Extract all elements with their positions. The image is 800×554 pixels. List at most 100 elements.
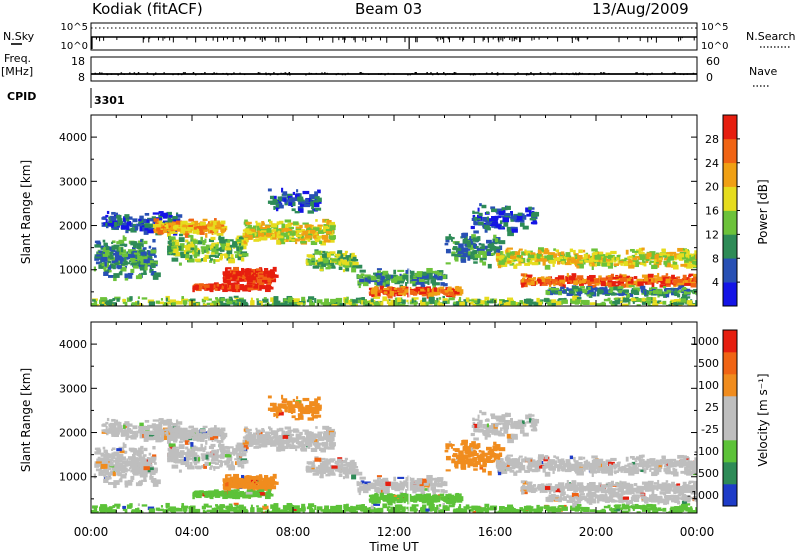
power-cell bbox=[166, 233, 171, 237]
power-cell bbox=[496, 249, 500, 253]
nave-point bbox=[133, 72, 136, 74]
power-cell bbox=[574, 293, 578, 297]
power-cell bbox=[162, 302, 166, 306]
power-cell bbox=[214, 255, 220, 258]
power-cell bbox=[387, 293, 393, 299]
power-cell bbox=[246, 282, 253, 287]
power-cell bbox=[621, 291, 626, 295]
power-cell bbox=[138, 240, 142, 244]
power-cell bbox=[233, 282, 240, 285]
power-cell bbox=[131, 260, 138, 265]
power-cell bbox=[580, 257, 587, 260]
power-cell bbox=[169, 222, 176, 226]
nave-point bbox=[495, 72, 497, 75]
velocity-cell bbox=[225, 445, 228, 449]
power-cell bbox=[671, 292, 675, 296]
power-cell bbox=[670, 287, 674, 291]
power-cell bbox=[528, 277, 533, 281]
power-cell bbox=[589, 259, 596, 262]
power-cell bbox=[158, 211, 164, 214]
power-cell bbox=[587, 254, 591, 259]
power-cell bbox=[566, 259, 573, 264]
power-cell bbox=[157, 301, 164, 305]
power-cell bbox=[284, 300, 288, 305]
power-cell bbox=[413, 291, 418, 296]
velocity-cell bbox=[124, 484, 129, 488]
power-cell bbox=[239, 246, 244, 250]
velocity-cell bbox=[128, 467, 132, 470]
nave-point bbox=[359, 72, 361, 74]
power-cell bbox=[567, 257, 575, 260]
power-cell bbox=[109, 220, 113, 224]
velocity-cell bbox=[124, 422, 127, 427]
velocity-cell bbox=[197, 457, 201, 462]
power-cell bbox=[579, 260, 584, 263]
power-cell bbox=[226, 251, 231, 255]
power-cell bbox=[490, 252, 494, 256]
power-cell bbox=[552, 279, 558, 282]
power-cell bbox=[314, 207, 322, 211]
velocity-cell bbox=[187, 434, 194, 437]
velocity-cell bbox=[246, 477, 251, 483]
power-cell bbox=[527, 254, 535, 259]
power-cell bbox=[193, 255, 198, 259]
power-cell bbox=[398, 292, 404, 295]
power-cell bbox=[380, 275, 386, 281]
power-cell bbox=[316, 235, 320, 238]
velocity-cell bbox=[113, 480, 120, 485]
nave-point bbox=[577, 73, 580, 76]
power-cell bbox=[272, 266, 277, 272]
power-cell bbox=[186, 241, 190, 246]
power-cell bbox=[482, 254, 487, 258]
power-cell bbox=[116, 265, 122, 269]
power-cell bbox=[214, 230, 217, 235]
velocity-cell bbox=[167, 438, 175, 441]
power-cell bbox=[364, 277, 371, 282]
power-cell bbox=[496, 259, 501, 263]
nave-point bbox=[163, 72, 165, 74]
power-cell bbox=[132, 223, 137, 227]
power-cell bbox=[596, 260, 602, 264]
power-cell bbox=[295, 234, 302, 238]
power-cell bbox=[196, 241, 203, 245]
power-cell bbox=[109, 258, 115, 261]
power-cell bbox=[276, 239, 281, 245]
velocity-cell bbox=[148, 452, 152, 456]
velocity-cell bbox=[93, 473, 96, 479]
power-cell bbox=[203, 296, 209, 301]
power-cell bbox=[126, 218, 130, 222]
power-cell bbox=[378, 289, 383, 293]
power-cell bbox=[408, 270, 415, 274]
nave-point bbox=[474, 73, 477, 76]
power-cell bbox=[616, 300, 620, 305]
nave-point bbox=[265, 73, 268, 76]
nave-point bbox=[182, 72, 185, 74]
power-cell bbox=[465, 240, 471, 245]
velocity-cell bbox=[105, 425, 108, 431]
power-cell bbox=[260, 270, 264, 274]
velocity-cell bbox=[191, 446, 198, 451]
power-cell bbox=[467, 255, 471, 261]
nave-point bbox=[273, 72, 275, 74]
power-cell bbox=[683, 291, 691, 295]
nave-point bbox=[282, 72, 284, 75]
power-cell bbox=[168, 251, 172, 254]
power-cell bbox=[544, 255, 549, 259]
power-cell bbox=[233, 295, 239, 298]
power-cell bbox=[393, 276, 397, 281]
velocity-cell bbox=[180, 428, 187, 432]
power-cell bbox=[257, 230, 260, 235]
power-cell bbox=[209, 287, 212, 292]
power-cell bbox=[510, 255, 517, 259]
power-cell bbox=[260, 285, 265, 289]
power-cell bbox=[184, 245, 189, 249]
power-cell bbox=[359, 269, 366, 273]
power-cell bbox=[196, 303, 199, 306]
power-cell bbox=[631, 282, 635, 287]
power-cell bbox=[241, 245, 247, 250]
power-cell bbox=[444, 242, 449, 246]
power-cell bbox=[154, 227, 158, 233]
power-cell bbox=[489, 245, 497, 251]
nave-point bbox=[672, 73, 674, 75]
power-cell bbox=[411, 298, 414, 304]
